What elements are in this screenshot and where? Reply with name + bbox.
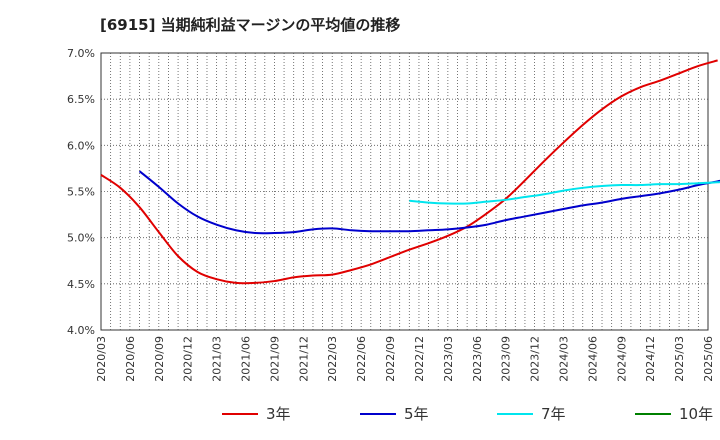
legend-label: 10年 xyxy=(679,405,713,423)
x-tick-label: 2020/12 xyxy=(182,336,195,382)
x-tick-label: 2024/06 xyxy=(586,336,599,382)
y-axis-ticks: 4.0% 4.5% 5.0% 5.5% 6.0% 6.5% 7.0% xyxy=(67,47,95,337)
series-line-7年 xyxy=(409,181,720,205)
series-line-3年 xyxy=(100,59,718,285)
x-tick-label: 2020/06 xyxy=(124,336,137,382)
x-axis-ticks: 2020/03 2020/06 2020/09 2020/12 2021/03 2021/… xyxy=(95,336,715,382)
x-tick-label: 2021/03 xyxy=(211,336,224,382)
grid-layer xyxy=(100,52,709,331)
x-tick-label: 2024/09 xyxy=(615,336,628,382)
series-line-5年 xyxy=(138,170,720,235)
x-tick-label: 2021/12 xyxy=(297,336,310,382)
x-tick-label: 2021/06 xyxy=(240,336,253,382)
y-tick-label: 5.5% xyxy=(67,186,95,199)
series-layer xyxy=(100,59,720,285)
chart-title: [6915] 当期純利益マージンの平均値の推移 xyxy=(100,16,401,34)
x-tick-label: 2025/03 xyxy=(673,336,686,382)
legend-label: 3年 xyxy=(266,405,291,423)
legend-label: 5年 xyxy=(404,405,429,423)
legend-label: 7年 xyxy=(541,405,566,423)
x-tick-label: 2022/06 xyxy=(355,336,368,382)
x-tick-label: 2024/03 xyxy=(557,336,570,382)
x-tick-label: 2023/03 xyxy=(442,336,455,382)
y-tick-label: 6.0% xyxy=(67,139,95,152)
x-tick-label: 2025/06 xyxy=(702,336,715,382)
x-tick-label: 2021/09 xyxy=(268,336,281,382)
x-tick-label: 2023/09 xyxy=(500,336,513,382)
legend: 3年 5年 7年 10年 xyxy=(222,405,713,423)
y-tick-label: 4.0% xyxy=(67,324,95,337)
x-tick-label: 2022/12 xyxy=(413,336,426,382)
y-tick-label: 6.5% xyxy=(67,93,95,106)
x-tick-label: 2020/09 xyxy=(153,336,166,382)
y-tick-label: 4.5% xyxy=(67,278,95,291)
y-tick-label: 5.0% xyxy=(67,232,95,245)
x-tick-label: 2020/03 xyxy=(95,336,108,382)
x-tick-label: 2022/09 xyxy=(384,336,397,382)
x-tick-label: 2022/03 xyxy=(326,336,339,382)
y-tick-label: 7.0% xyxy=(67,47,95,60)
x-tick-label: 2023/06 xyxy=(471,336,484,382)
x-tick-label: 2024/12 xyxy=(644,336,657,382)
x-tick-label: 2023/12 xyxy=(529,336,542,382)
